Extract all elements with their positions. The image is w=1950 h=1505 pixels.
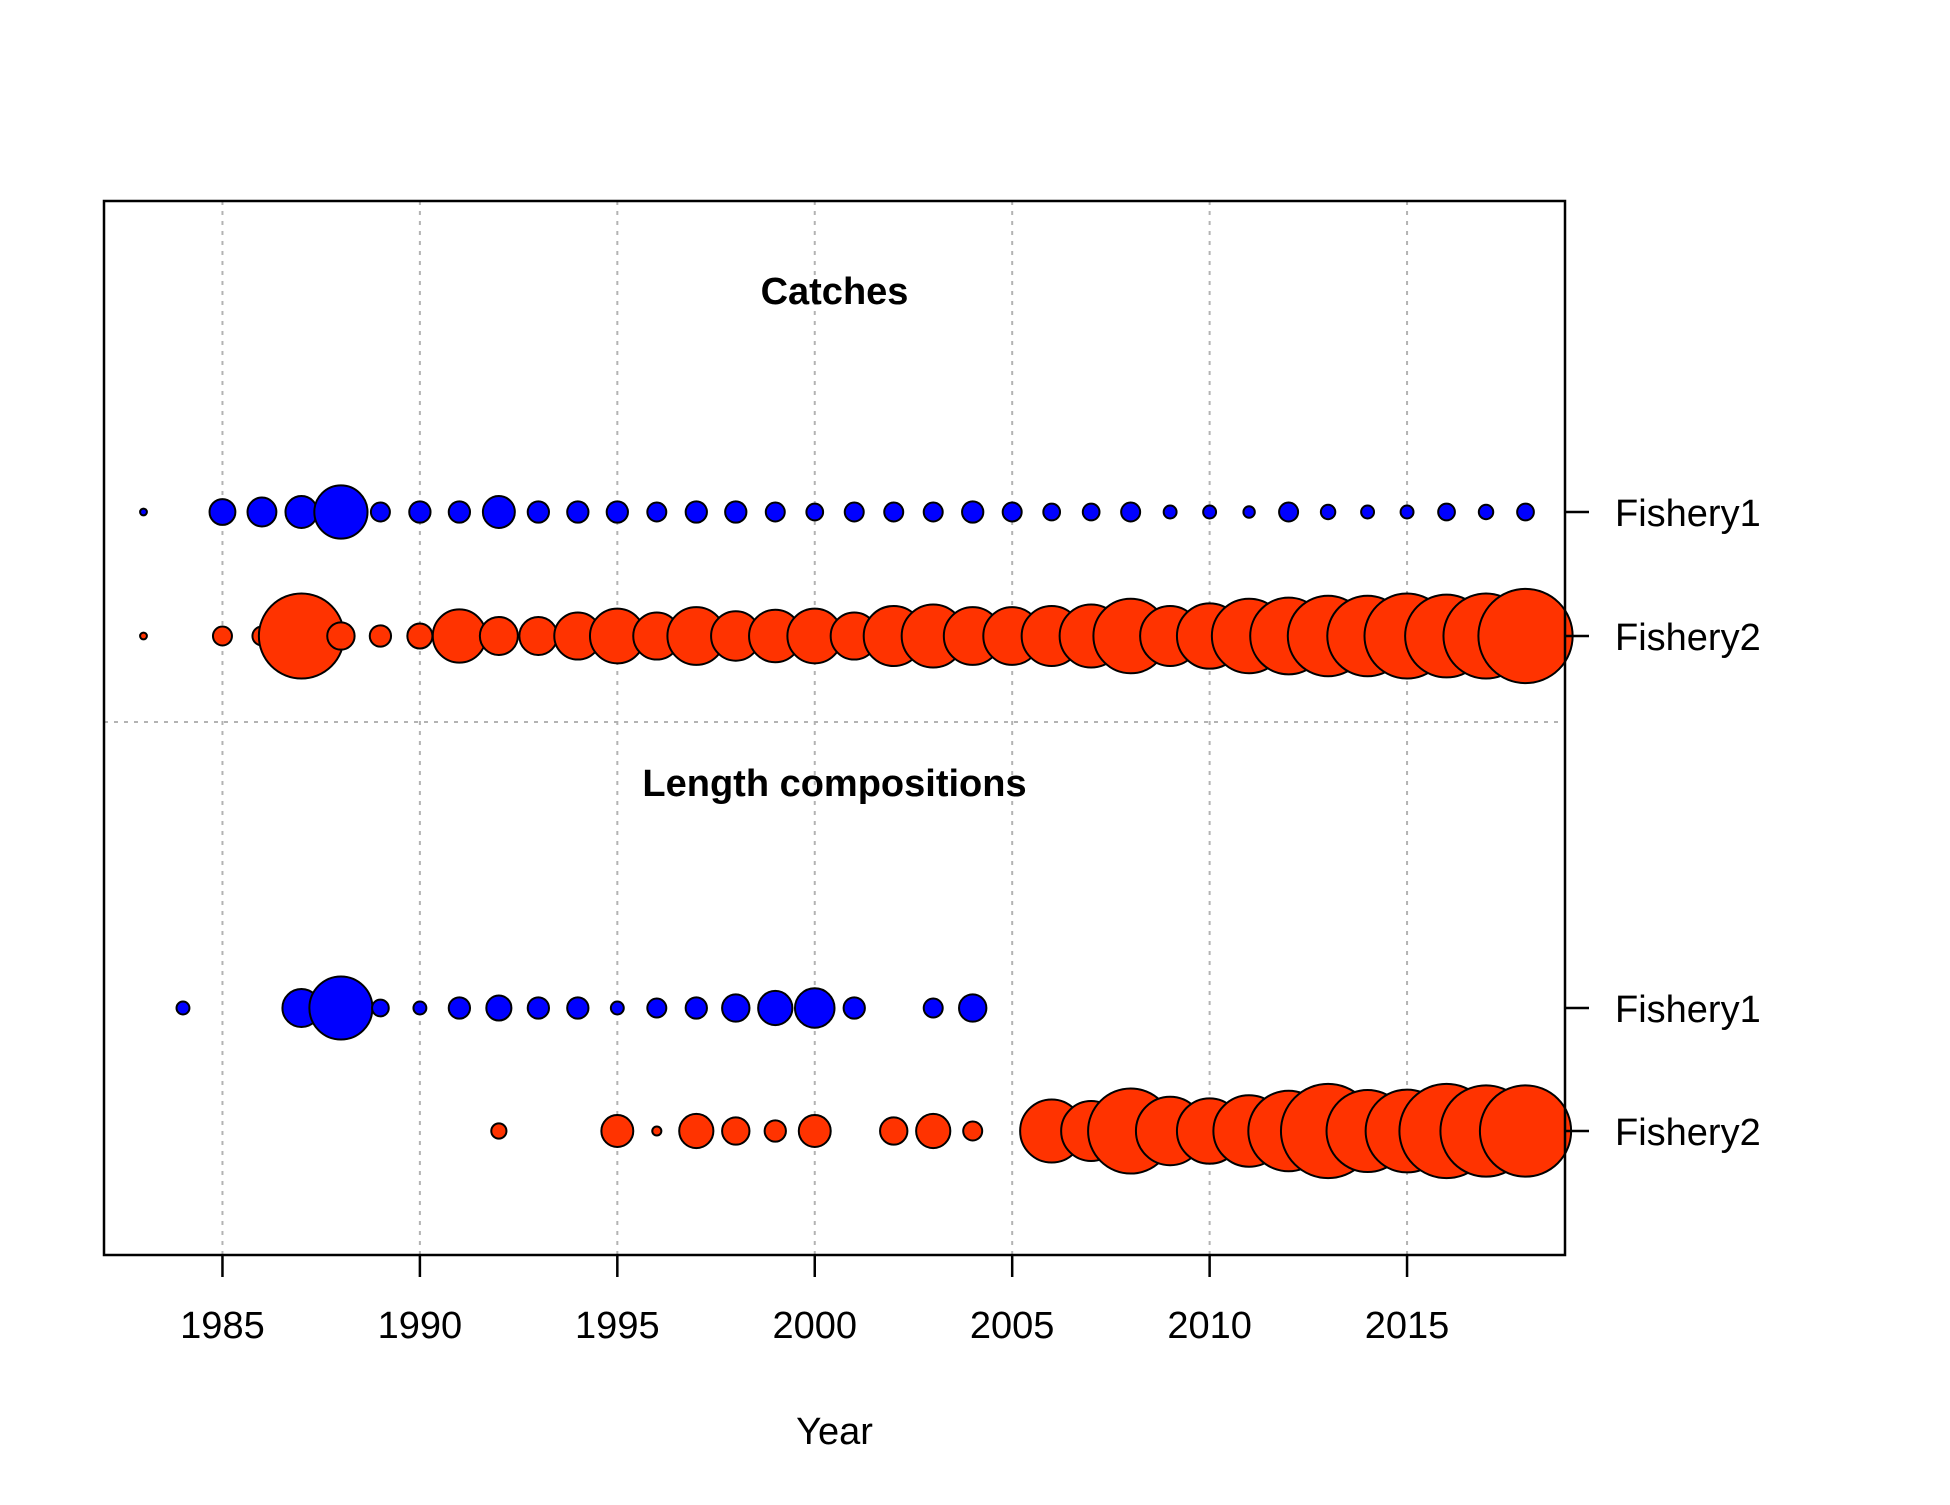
grid-layer — [221, 201, 1409, 1255]
bubble — [526, 500, 550, 524]
text-layer: Catches Fishery1 Fishery2 Length compositio… — [180, 271, 1761, 1453]
bubble — [1120, 501, 1142, 523]
bubble — [1202, 504, 1218, 520]
panel-title: Length compositions — [642, 763, 1026, 805]
bubble — [175, 1000, 191, 1016]
x-tick-label: 2015 — [1365, 1305, 1450, 1347]
bubble — [793, 987, 836, 1029]
x-tick-label: 1995 — [575, 1305, 660, 1347]
bubble — [646, 501, 668, 523]
bubble — [478, 616, 519, 656]
bubble — [1516, 502, 1535, 522]
bubble — [883, 501, 905, 523]
bubble — [406, 622, 434, 650]
bubble — [605, 500, 629, 524]
bubble — [1242, 505, 1256, 519]
bubble — [412, 1000, 428, 1016]
bubble — [284, 495, 319, 529]
bubble — [526, 996, 550, 1020]
bubble — [518, 616, 559, 656]
bubble — [843, 501, 865, 523]
bubble — [805, 502, 825, 522]
bubble — [646, 997, 668, 1019]
x-tick-label: 2010 — [1167, 1305, 1252, 1347]
bubble — [485, 994, 513, 1022]
bubble — [962, 1120, 984, 1142]
bubble — [371, 998, 390, 1018]
row-label: Fishery2 — [1615, 617, 1761, 659]
bubble — [684, 996, 708, 1020]
x-tick-label: 2005 — [970, 1305, 1055, 1347]
x-tick-label: 2000 — [772, 1305, 857, 1347]
bubble — [246, 496, 278, 528]
bubble — [915, 1112, 952, 1150]
bubble — [139, 507, 148, 517]
bubble — [797, 1114, 832, 1148]
row-label: Fishery1 — [1615, 493, 1761, 535]
bubble — [1399, 504, 1415, 520]
row-label: Fishery1 — [1615, 989, 1761, 1031]
bubble — [208, 498, 237, 526]
bubble — [326, 621, 356, 651]
bubble — [724, 500, 748, 524]
bubble — [1477, 587, 1574, 685]
bubble — [368, 624, 393, 648]
bubble — [763, 1119, 787, 1143]
bubble — [308, 975, 374, 1041]
bubble — [1478, 1084, 1573, 1178]
bubble — [684, 500, 708, 524]
bubble — [447, 996, 472, 1020]
bubble — [1001, 501, 1023, 523]
bubble — [369, 501, 391, 523]
bubble — [1081, 502, 1101, 522]
bubble — [678, 1112, 715, 1150]
bubble — [1360, 504, 1376, 520]
bubble — [139, 631, 148, 641]
bubble — [1319, 503, 1337, 521]
bubble — [1162, 504, 1178, 520]
bubble — [651, 1125, 663, 1137]
bubble — [1042, 502, 1062, 522]
bubble — [609, 1000, 625, 1016]
bubble — [566, 500, 590, 524]
bubble — [447, 500, 472, 524]
bubble — [757, 989, 794, 1027]
bubble-layer — [139, 484, 1574, 1180]
bubble — [721, 1116, 751, 1146]
bubble — [600, 1114, 635, 1148]
x-tick-label: 1990 — [378, 1305, 463, 1347]
bubble — [1437, 502, 1456, 522]
bubble — [842, 996, 866, 1020]
bubble — [721, 993, 751, 1023]
x-axis-title: Year — [796, 1411, 873, 1453]
bubble — [408, 500, 432, 524]
bubble — [211, 625, 233, 647]
bubble — [922, 501, 944, 523]
panel-title: Catches — [761, 271, 909, 313]
bubble — [958, 993, 988, 1023]
bubble — [764, 501, 786, 523]
bubble — [1477, 503, 1495, 521]
row-label: Fishery2 — [1615, 1112, 1761, 1154]
bubble — [566, 996, 590, 1020]
bubble — [879, 1116, 909, 1146]
bubble — [961, 500, 985, 524]
bubble — [313, 484, 369, 540]
plot-frame — [102, 199, 1567, 1257]
bubble — [1278, 501, 1300, 523]
bubble — [490, 1122, 508, 1140]
bubble — [922, 997, 944, 1019]
bubble — [481, 495, 516, 529]
axis-layer — [221, 510, 1589, 1277]
x-tick-label: 1985 — [180, 1305, 265, 1347]
bubble — [431, 608, 487, 664]
